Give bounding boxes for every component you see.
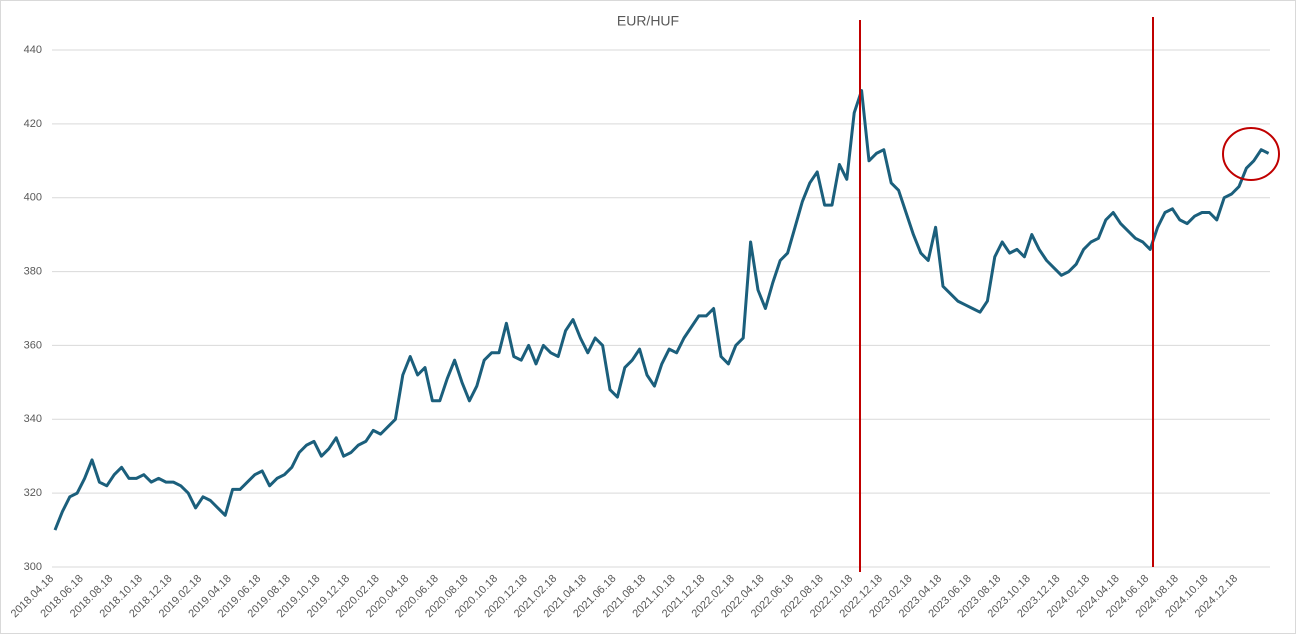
y-tick-label: 440	[24, 44, 42, 56]
y-tick-label: 300	[24, 561, 42, 573]
y-tick-label: 420	[24, 118, 42, 130]
series-line	[53, 89, 1270, 531]
chart-title: EUR/HUF	[617, 13, 679, 29]
y-tick-label: 340	[24, 413, 42, 425]
y-tick-label: 400	[24, 192, 42, 204]
y-tick-label: 360	[24, 339, 42, 351]
y-tick-label: 380	[24, 265, 42, 277]
y-tick-label: 320	[24, 487, 42, 499]
highlight-circle	[1222, 127, 1280, 181]
